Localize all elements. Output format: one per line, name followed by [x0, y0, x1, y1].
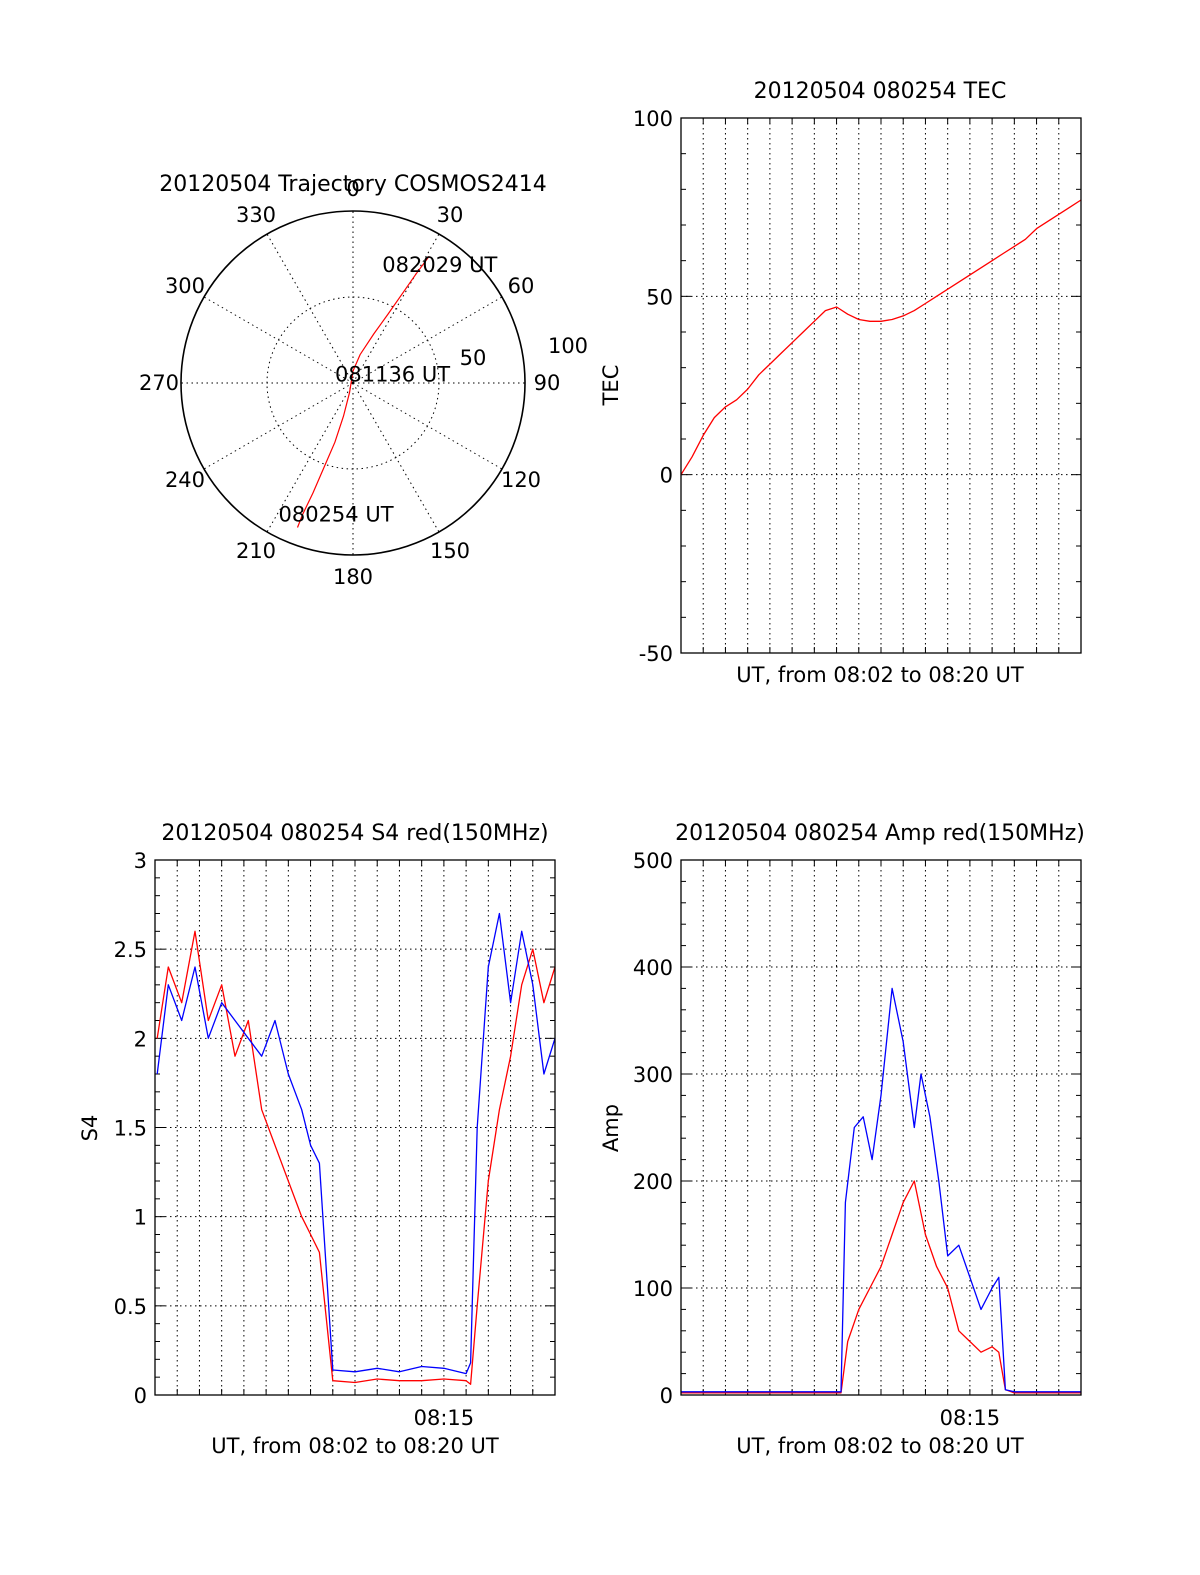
tec-y-tick-label: 100	[633, 107, 673, 131]
azimuth-label-240: 240	[165, 468, 205, 492]
trajectory-annotation-0: 082029 UT	[382, 253, 497, 277]
azimuth-label-150: 150	[430, 539, 470, 563]
amp-grid	[681, 860, 1081, 1395]
polar-grid	[180, 210, 526, 556]
tec-plot-frame	[680, 117, 1082, 654]
tec-y-axis-label: TEC	[599, 365, 623, 407]
trajectory-annotation-2: 080254 UT	[278, 502, 393, 526]
trajectory-line-0	[296, 255, 430, 528]
trajectory-polar-chart: 20120504 Trajectory COSMOS2414 0 30 60 90 12…	[139, 172, 588, 589]
radius-label-50: 50	[460, 346, 487, 370]
trajectory-series	[296, 255, 430, 528]
s4-y-tick-label: 0.5	[114, 1295, 147, 1319]
s4-y-tick-label: 1.5	[114, 1117, 147, 1141]
s4-chart: 20120504 080254 S4 red(150MHz) UT, from …	[78, 821, 556, 1458]
polar-spoke-300	[203, 296, 354, 384]
polar-outer-circle	[180, 210, 526, 556]
tec-y-tick-label: 50	[646, 285, 673, 309]
azimuth-label-30: 30	[437, 203, 464, 227]
radius-labels: 50 100	[460, 334, 588, 370]
trajectory-annotations: 082029 UT 081136 UT 080254 UT	[278, 253, 497, 526]
amp-y-axis-label: Amp	[599, 1104, 623, 1152]
polar-spoke-210	[266, 382, 354, 533]
s4-plot-frame	[154, 859, 556, 1396]
s4-y-tick-label: 2	[134, 1027, 147, 1051]
tec-x-axis-label: UT, from 08:02 to 08:20 UT	[736, 663, 1024, 687]
s4-series	[156, 912, 556, 1385]
tec-y-tick-label: 0	[660, 464, 673, 488]
azimuth-label-60: 60	[508, 274, 535, 298]
amp-x-axis-label: UT, from 08:02 to 08:20 UT	[736, 1434, 1024, 1458]
s4-title: 20120504 080254 S4 red(150MHz)	[161, 821, 548, 846]
polar-spoke-240	[203, 382, 354, 470]
amp-x-tick-label: 08:15	[940, 1406, 1001, 1430]
azimuth-label-90: 90	[534, 371, 561, 395]
amp-chart: 20120504 080254 Amp red(150MHz) UT, from…	[599, 821, 1085, 1458]
amp-x-ticks: 08:15	[940, 1406, 1001, 1430]
amp-y-tick-label: 400	[633, 956, 673, 980]
amp-y-tick-label: 500	[633, 849, 673, 873]
amp-plot-frame	[680, 859, 1082, 1396]
s4-series-line-0	[156, 930, 556, 1385]
amp-series	[681, 987, 1081, 1394]
azimuth-label-210: 210	[236, 539, 276, 563]
s4-y-tick-label: 1	[134, 1206, 147, 1230]
s4-x-axis-label: UT, from 08:02 to 08:20 UT	[211, 1434, 499, 1458]
tec-series	[680, 199, 1082, 476]
azimuth-labels: 0 30 60 90 120 150 180 210 240 270 300 330	[139, 177, 560, 589]
azimuth-label-270: 270	[139, 371, 179, 395]
azimuth-label-330: 330	[236, 203, 276, 227]
s4-x-tick-label: 08:15	[414, 1406, 475, 1430]
s4-grid	[155, 860, 555, 1395]
azimuth-label-120: 120	[501, 468, 541, 492]
amp-series-line-1	[681, 987, 1081, 1393]
amp-y-tick-label: 200	[633, 1170, 673, 1194]
s4-y-tick-label: 3	[134, 849, 147, 873]
s4-series-line-1	[156, 912, 556, 1375]
trajectory-title: 20120504 Trajectory COSMOS2414	[159, 172, 546, 197]
amp-y-ticks: 0 100 200 300 400 500	[633, 849, 1081, 1408]
s4-y-tick-label: 2.5	[114, 938, 147, 962]
tec-chart: 20120504 080254 TEC UT, from 08:02 to 08…	[599, 79, 1082, 687]
polar-spoke-60	[352, 296, 503, 384]
tec-y-tick-label: -50	[639, 642, 673, 666]
azimuth-label-0: 0	[346, 177, 359, 201]
polar-spoke-120	[352, 382, 503, 470]
s4-y-ticks: 0 0.5 1 1.5 2 2.5 3	[114, 849, 555, 1408]
tec-series-line-0	[680, 199, 1082, 476]
s4-y-tick-label: 0	[134, 1384, 147, 1408]
polar-spoke-330	[266, 233, 354, 384]
polar-spoke-150	[352, 382, 440, 533]
s4-y-axis-label: S4	[78, 1115, 102, 1142]
amp-title: 20120504 080254 Amp red(150MHz)	[675, 821, 1085, 846]
s4-x-ticks: 08:15	[414, 1406, 475, 1430]
trajectory-annotation-1: 081136 UT	[335, 363, 450, 387]
radius-label-100: 100	[548, 334, 588, 358]
azimuth-label-300: 300	[165, 274, 205, 298]
amp-y-tick-label: 300	[633, 1063, 673, 1087]
azimuth-label-180: 180	[333, 565, 373, 589]
tec-title: 20120504 080254 TEC	[754, 79, 1007, 104]
tec-grid	[681, 118, 1081, 653]
amp-y-tick-label: 0	[660, 1384, 673, 1408]
amp-y-tick-label: 100	[633, 1277, 673, 1301]
polar-spoke-30	[352, 233, 440, 384]
